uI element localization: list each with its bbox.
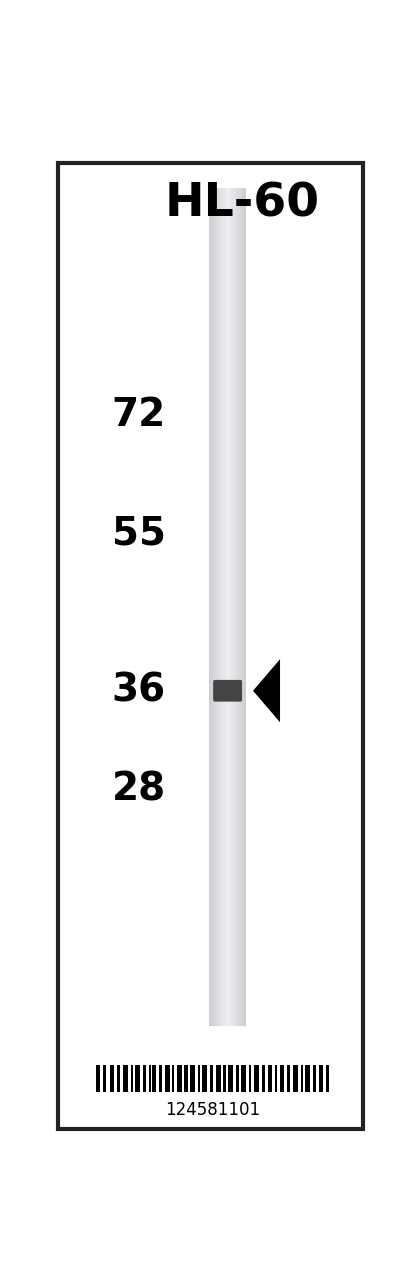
Bar [177,1065,182,1092]
Bar [209,188,210,1025]
Bar [202,1065,207,1092]
Text: 55: 55 [111,515,165,552]
Bar [229,188,230,1025]
Bar [212,188,213,1025]
Bar [216,188,217,1025]
Bar [225,188,226,1025]
Bar [249,1065,251,1092]
Bar [292,1065,297,1092]
Bar [231,188,232,1025]
Bar [217,188,218,1025]
Bar [244,188,245,1025]
Bar [238,188,239,1025]
Bar [232,188,233,1025]
Bar [223,1065,225,1092]
Bar [218,188,219,1025]
FancyBboxPatch shape [213,680,241,701]
Bar [234,188,235,1025]
Bar [213,188,214,1025]
Bar [242,188,243,1025]
Text: 124581101: 124581101 [164,1101,259,1119]
Bar [184,1065,187,1092]
Bar [158,1065,162,1092]
Bar [235,1065,238,1092]
Bar [210,188,211,1025]
Bar [190,1065,194,1092]
Bar [96,1065,100,1092]
Bar [197,1065,200,1092]
Bar [240,188,241,1025]
Bar [326,1065,328,1092]
Bar [235,188,236,1025]
Bar [304,1065,309,1092]
Bar [233,188,234,1025]
Text: 72: 72 [111,396,165,434]
Bar [261,1065,264,1092]
Bar [318,1065,322,1092]
Bar [143,1065,146,1092]
Text: 36: 36 [111,672,165,709]
Bar [312,1065,315,1092]
Bar [209,188,245,1025]
Bar [222,188,223,1025]
Bar [300,1065,302,1092]
Bar [241,188,242,1025]
Bar [109,1065,114,1092]
Bar [172,1065,174,1092]
Bar [287,1065,290,1092]
Bar [215,188,216,1025]
Bar [214,188,215,1025]
Bar [135,1065,139,1092]
Bar [221,188,222,1025]
Bar [216,1065,220,1092]
Text: HL-60: HL-60 [164,182,319,227]
Bar [254,1065,258,1092]
Bar [210,1065,213,1092]
Bar [267,1065,272,1092]
Bar [237,188,238,1025]
Polygon shape [252,659,279,722]
Bar [274,1065,276,1092]
Bar [211,188,212,1025]
Bar [241,1065,245,1092]
Bar [228,188,229,1025]
Bar [123,1065,128,1092]
Bar [230,188,231,1025]
Bar [148,1065,150,1092]
Bar [164,1065,169,1092]
Bar [243,188,244,1025]
Bar [224,188,225,1025]
Bar [151,1065,156,1092]
Bar [239,188,240,1025]
Bar [220,188,221,1025]
Bar [227,188,228,1025]
Bar [103,1065,106,1092]
Bar [219,188,220,1025]
Text: 28: 28 [111,771,165,808]
Bar [223,188,224,1025]
Bar [227,1065,232,1092]
Bar [279,1065,283,1092]
Bar [117,1065,120,1092]
Bar [236,188,237,1025]
Bar [130,1065,133,1092]
Bar [226,188,227,1025]
